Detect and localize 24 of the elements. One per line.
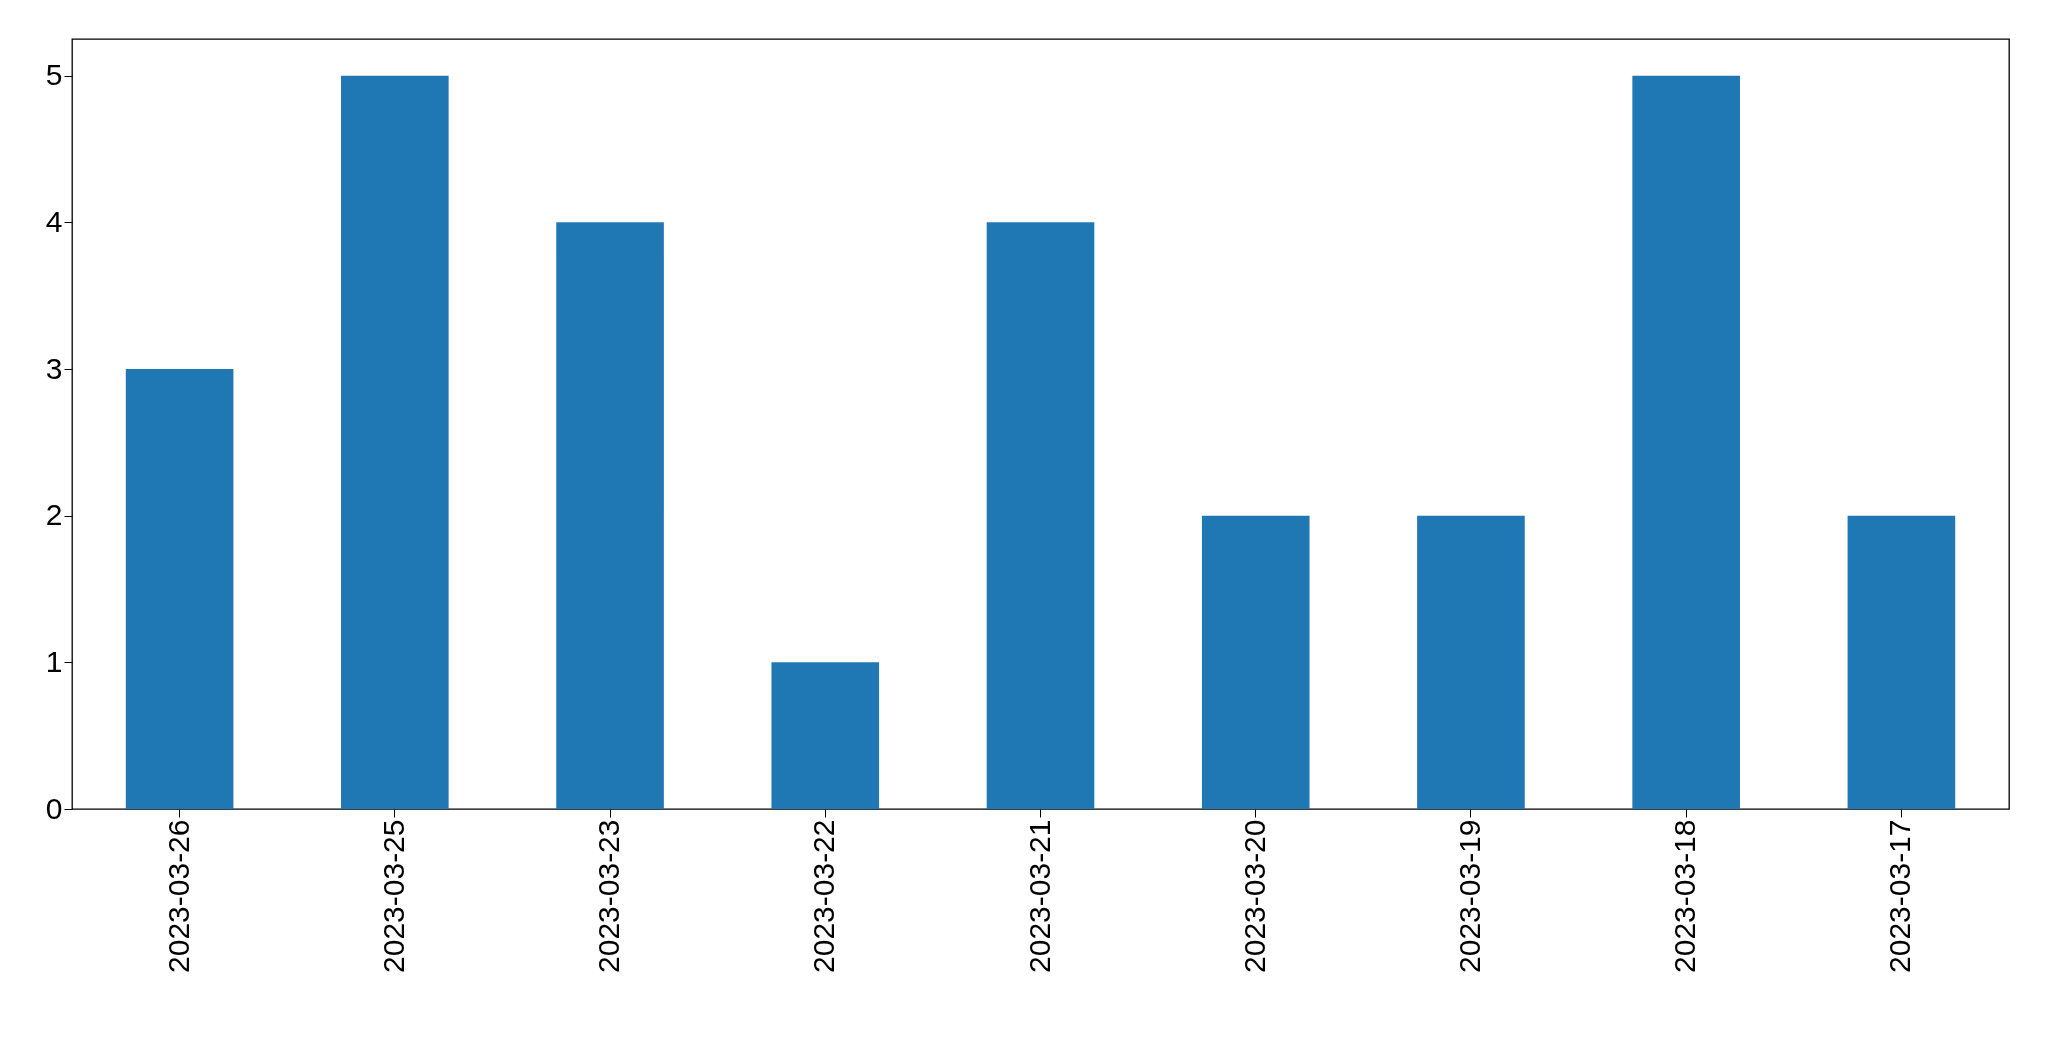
bar [1201,515,1310,809]
y-tick-label: 2 [45,498,63,532]
bar [986,222,1095,809]
y-tick-label: 4 [45,204,63,238]
bar [556,222,664,809]
x-tick-label: 2023-03-25 [376,819,410,973]
bar [1417,515,1525,809]
x-tick-label: 2023-03-20 [1237,819,1271,973]
bar [771,662,880,809]
bar [1632,75,1740,809]
x-tick-label: 2023-03-19 [1452,819,1486,973]
bar [341,75,449,809]
x-tick-label: 2023-03-23 [592,819,626,973]
x-tick-label: 2023-03-22 [807,819,841,973]
x-tick-label: 2023-03-26 [161,819,195,973]
y-tick-label: 1 [45,644,63,678]
bar [1847,515,1956,809]
y-tick-label: 0 [45,791,63,825]
y-tick-label: 3 [45,351,63,385]
y-tick-label: 5 [45,58,63,92]
x-tick-label: 2023-03-21 [1022,819,1056,973]
x-tick-label: 2023-03-18 [1668,819,1702,973]
x-tick-label: 2023-03-17 [1883,819,1917,973]
bar [125,369,234,809]
